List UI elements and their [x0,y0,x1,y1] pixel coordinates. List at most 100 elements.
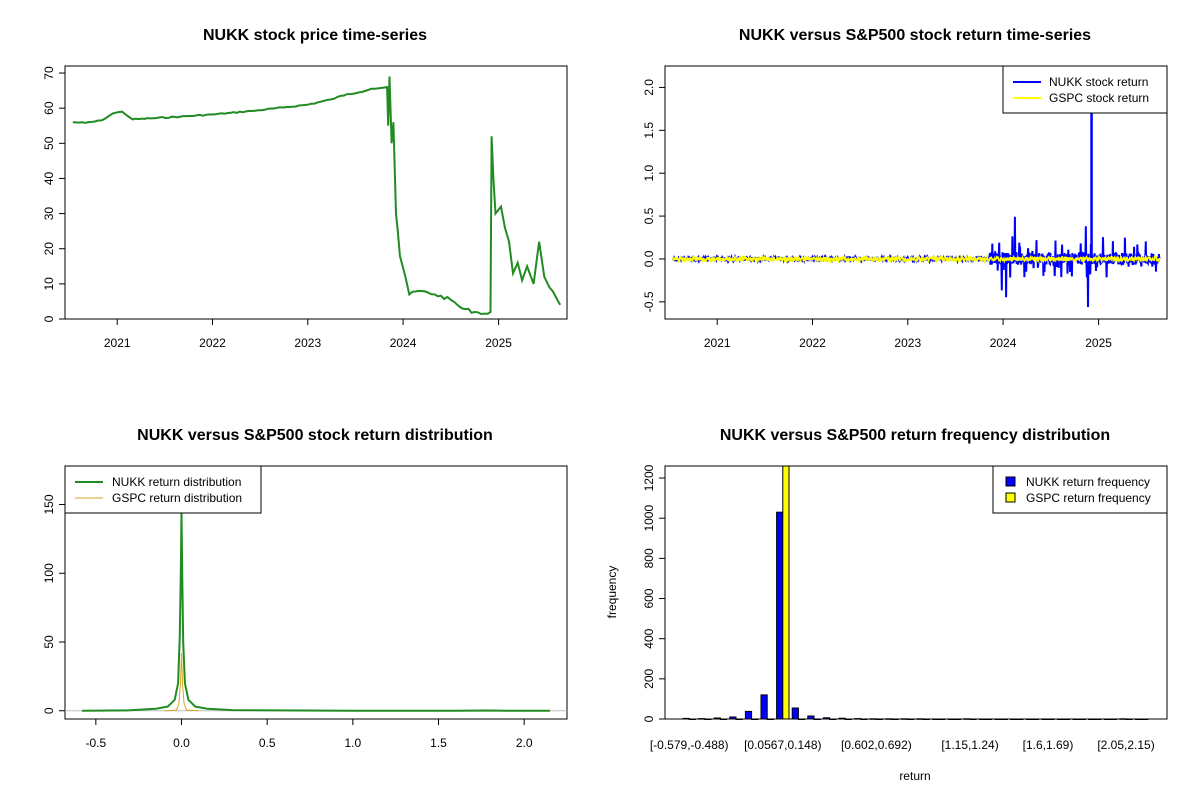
legend-label-gspc: GSPC return frequency [1026,491,1151,505]
nukk-frequency-bar [1010,718,1018,720]
legend: NUKK return distribution GSPC return dis… [64,465,262,514]
nukk-density-line [82,511,550,712]
nukk-frequency-bar [1072,718,1080,720]
nukk-frequency-bar [807,715,815,720]
x-tick-label: [-0.579,-0.488) [650,738,729,752]
gspc-frequency-bar [1141,718,1149,720]
gspc-frequency-bar [1109,718,1118,720]
nukk-frequency-bar [916,718,924,720]
x-tick-label: [1.15,1.24) [941,738,998,752]
gspc-frequency-bar [829,718,837,720]
gspc-frequency-bar [938,718,946,720]
gspc-frequency-bar [907,718,915,720]
y-tick-label: 150 [42,494,56,514]
nukk-frequency-bar [1056,718,1065,720]
legend-box [1002,65,1168,114]
y-tick-label: 100 [42,563,56,583]
y-tick-label: 600 [642,588,656,608]
gspc-frequency-bar [1125,718,1133,720]
nukk-frequency-bar [854,718,862,720]
x-tick-label: 0.0 [173,736,190,750]
nukk-frequency-bar [1103,718,1111,720]
x-tick-label: [2.05,2.15) [1097,738,1154,752]
y-tick-label: 40 [42,171,56,185]
legend: NUKK stock return GSPC stock return [1002,65,1168,114]
y-tick-label: 0 [642,715,656,722]
nukk-frequency-bar [978,718,987,720]
nukk-frequency-bar [713,717,721,720]
legend-label-nukk: NUKK return distribution [112,475,241,489]
x-tick-label: 1.5 [430,736,447,750]
y-tick-label: 0 [42,707,56,714]
nukk-frequency-bar [776,511,784,720]
y-tick-label: 30 [42,207,56,221]
plot-frame [664,465,1168,720]
nukk-frequency-bar [885,718,893,720]
gspc-frequency-bar [766,718,774,720]
x-tick-label: 0.5 [259,736,276,750]
legend-swatch-gspc [1005,492,1016,503]
y-axis-label: frequency [605,566,619,619]
return-timeseries-chart: NUKK versus S&P500 stock return time-ser… [642,27,1168,350]
chart-title: NUKK versus S&P500 stock return distribu… [137,427,493,444]
x-tick-label: 2.0 [516,736,533,750]
x-tick-label: 2024 [390,336,417,350]
gspc-frequency-bar [875,718,884,720]
price-chart: NUKK stock price time-series 0 10 20 30 40 50… [42,27,568,350]
gspc-frequency-bar [844,718,852,720]
gspc-frequency-bar [688,718,696,720]
nukk-frequency-bar [744,710,753,720]
nukk-frequency-bar [947,718,955,720]
x-tick-label: 2023 [294,336,321,350]
legend-label-gspc: GSPC stock return [1049,91,1149,105]
nukk-frequency-bar [682,717,690,720]
y-tick-label: 1200 [642,464,656,491]
nukk-frequency-bar [729,716,737,720]
legend: NUKK return frequency GSPC return freque… [992,465,1168,514]
legend-label-gspc: GSPC return distribution [112,491,242,505]
x-tick-label: 2023 [894,336,921,350]
chart-title: NUKK stock price time-series [203,27,427,44]
y-tick-label: -0.5 [642,291,656,312]
gspc-frequency-bar [782,465,790,720]
x-tick-label: 2022 [199,336,226,350]
gspc-frequency-bar [860,718,868,720]
nukk-frequency-bar [994,718,1002,720]
nukk-frequency-bar [760,694,768,720]
y-tick-label: 50 [42,136,56,150]
y-tick-label: 1.0 [642,165,656,182]
y-tick-label: 2.0 [642,79,656,96]
x-tick-label: 2024 [990,336,1017,350]
x-tick-label: 2021 [704,336,731,350]
x-tick-label: 2025 [1085,336,1112,350]
y-tick-label: 10 [42,277,56,291]
return-distribution-chart: NUKK versus S&P500 stock return distribu… [42,427,568,750]
legend-label-nukk: NUKK return frequency [1026,475,1150,489]
nukk-frequency-bar [932,718,940,720]
x-axis-label: return [899,769,930,783]
gspc-frequency-bar [922,718,930,720]
y-tick-label: 60 [42,101,56,115]
gspc-frequency-bar [969,718,977,720]
y-tick-label: 50 [42,635,56,649]
nukk-frequency-bar [900,718,909,720]
x-tick-label: 1.0 [344,736,361,750]
nukk-frequency-bar [1134,718,1143,720]
gspc-frequency-bar [1047,718,1055,720]
plot-frame [64,65,568,320]
gspc-frequency-bar [1094,718,1102,720]
gspc-frequency-bar [1000,718,1008,720]
x-tick-label: 2022 [799,336,826,350]
y-tick-label: 0.0 [642,250,656,267]
x-tick-label: [0.0567,0.148) [744,738,821,752]
legend-box [64,465,262,514]
frequency-chart: NUKK versus S&P500 return frequency dist… [605,427,1168,783]
nukk-frequency-bar [1025,718,1033,720]
nukk-frequency-bar [1088,718,1096,720]
gspc-frequency-bar [813,718,821,720]
y-tick-label: 200 [642,669,656,689]
gspc-frequency-bar [719,718,728,720]
nukk-frequency-bar [698,718,706,720]
legend-label-nukk: NUKK stock return [1049,75,1148,89]
gspc-frequency-bar [1031,718,1040,720]
